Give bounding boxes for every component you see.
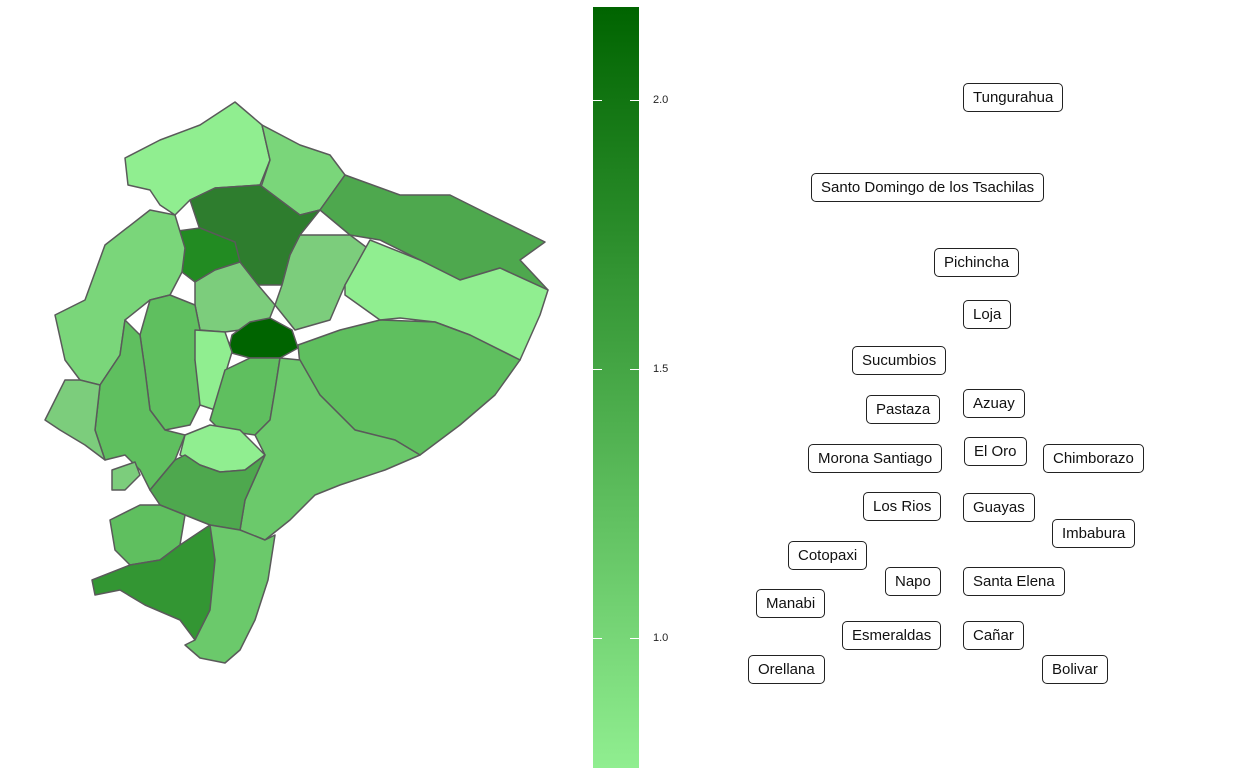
region-zamora xyxy=(184,524,276,664)
region-napo xyxy=(274,234,371,331)
tick-label-1-0: 1.0 xyxy=(653,632,669,644)
label-sucumbios: Sucumbios xyxy=(852,346,947,375)
label-loja: Loja xyxy=(963,300,1012,329)
ecuador-map xyxy=(44,101,549,664)
label-bolivar: Bolivar xyxy=(1042,655,1108,684)
label-guayas: Guayas xyxy=(963,493,1035,522)
label-pichincha: Pichincha xyxy=(934,248,1020,277)
tick-mark-1-0-right xyxy=(630,638,639,639)
label-manabi: Manabi xyxy=(756,589,826,618)
region-morona-santiago xyxy=(239,357,421,541)
tick-mark-1-5 xyxy=(593,369,602,370)
label-los-rios: Los Rios xyxy=(863,492,942,521)
label-orellana: Orellana xyxy=(748,655,825,684)
region-santa-elena xyxy=(44,379,106,461)
label-imbabura: Imbabura xyxy=(1052,519,1136,548)
label-napo: Napo xyxy=(885,567,941,596)
label-santa-elena: Santa Elena xyxy=(963,567,1065,596)
colorbar xyxy=(593,7,639,768)
tick-mark-1-5-right xyxy=(630,369,639,370)
tick-mark-2-0 xyxy=(593,100,602,101)
region-island xyxy=(111,461,141,491)
tick-mark-1-0 xyxy=(593,638,602,639)
tick-label-2-0: 2.0 xyxy=(653,94,669,106)
tick-mark-2-0-right xyxy=(630,100,639,101)
label-santo-domingo: Santo Domingo de los Tsachilas xyxy=(811,173,1045,202)
label-el-oro: El Oro xyxy=(964,437,1027,466)
label-canar: Cañar xyxy=(963,621,1024,650)
tick-label-1-5: 1.5 xyxy=(653,363,669,375)
label-azuay: Azuay xyxy=(963,389,1025,418)
label-cotopaxi: Cotopaxi xyxy=(788,541,868,570)
label-morona-santiago: Morona Santiago xyxy=(808,444,943,473)
label-chimborazo: Chimborazo xyxy=(1043,444,1144,473)
label-pastaza: Pastaza xyxy=(866,395,941,424)
label-esmeraldas: Esmeraldas xyxy=(842,621,942,650)
label-tungurahua: Tungurahua xyxy=(963,83,1064,112)
